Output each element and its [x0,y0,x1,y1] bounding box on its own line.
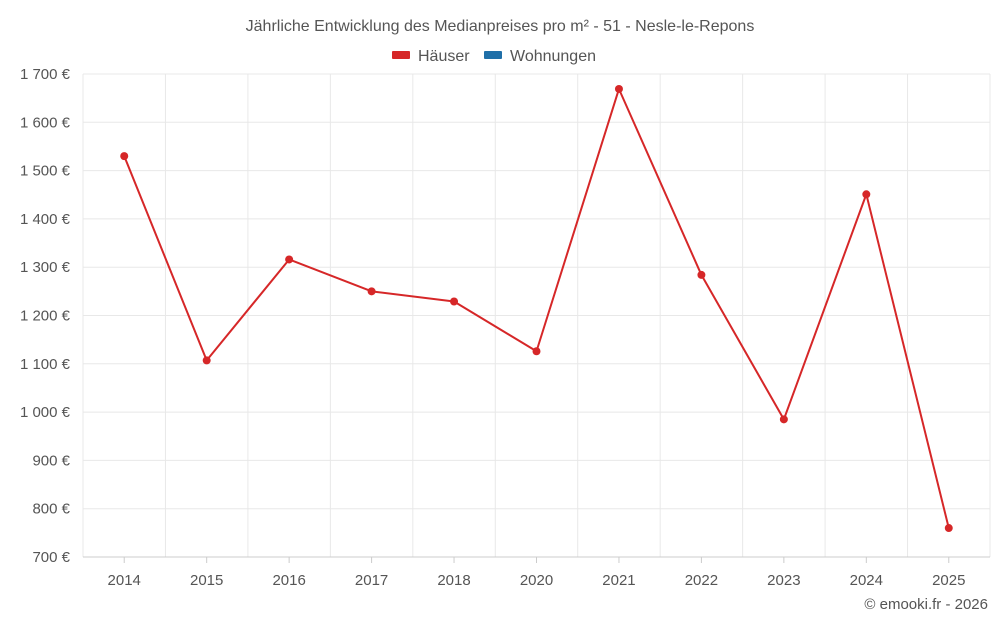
y-tick-label: 1 400 € [20,211,71,228]
y-tick-label: 800 € [32,501,70,518]
x-tick-label: 2017 [355,572,388,589]
chart-title: Jährliche Entwicklung des Medianpreises … [246,18,755,35]
y-tick-label: 1 500 € [20,163,71,180]
legend-label-haeuser: Häuser [418,48,470,65]
y-tick-label: 1 200 € [20,308,71,325]
legend-item-wohnungen[interactable]: Wohnungen [484,48,596,65]
x-tick-label: 2016 [272,572,305,589]
data-point-haeuser[interactable] [862,190,871,199]
y-tick-label: 1 700 € [20,66,71,83]
series-haeuser [120,84,953,533]
legend-label-wohnungen: Wohnungen [510,48,596,65]
x-tick-label: 2020 [520,572,553,589]
y-tick-label: 1 300 € [20,259,71,276]
data-point-haeuser[interactable] [779,415,788,424]
x-tick-label: 2014 [108,572,141,589]
data-point-haeuser[interactable] [202,356,211,365]
grid [82,73,991,558]
x-tick-label: 2025 [932,572,965,589]
x-tick-label: 2023 [767,572,800,589]
x-tick-label: 2018 [437,572,470,589]
data-point-haeuser[interactable] [944,524,953,533]
chart-credit: © emooki.fr - 2026 [864,596,988,613]
y-tick-label: 1 600 € [20,114,71,131]
data-point-haeuser[interactable] [614,84,623,93]
legend: Häuser Wohnungen [392,48,596,65]
data-point-haeuser[interactable] [532,347,541,356]
y-axis: 700 € 800 € 900 € 1 000 € 1 100 € 1 200 € 1 30… [20,66,71,566]
data-point-haeuser[interactable] [450,297,459,306]
x-tick-label: 2015 [190,572,223,589]
x-tick-label: 2024 [850,572,883,589]
y-tick-label: 1 000 € [20,404,71,421]
y-tick-label: 1 100 € [20,356,71,373]
x-axis: 2014 2015 2016 2017 2018 2020 2021 2022 2023 2024… [83,556,990,589]
data-point-haeuser[interactable] [285,255,294,264]
x-tick-label: 2022 [685,572,718,589]
data-point-haeuser[interactable] [697,270,706,279]
legend-item-haeuser[interactable]: Häuser [392,48,470,65]
y-tick-label: 900 € [32,452,70,469]
legend-swatch-haeuser [392,51,410,59]
data-point-haeuser[interactable] [367,287,376,296]
legend-swatch-wohnungen [484,51,502,59]
data-point-haeuser[interactable] [120,152,129,161]
y-tick-label: 700 € [32,549,70,566]
x-tick-label: 2021 [602,572,635,589]
